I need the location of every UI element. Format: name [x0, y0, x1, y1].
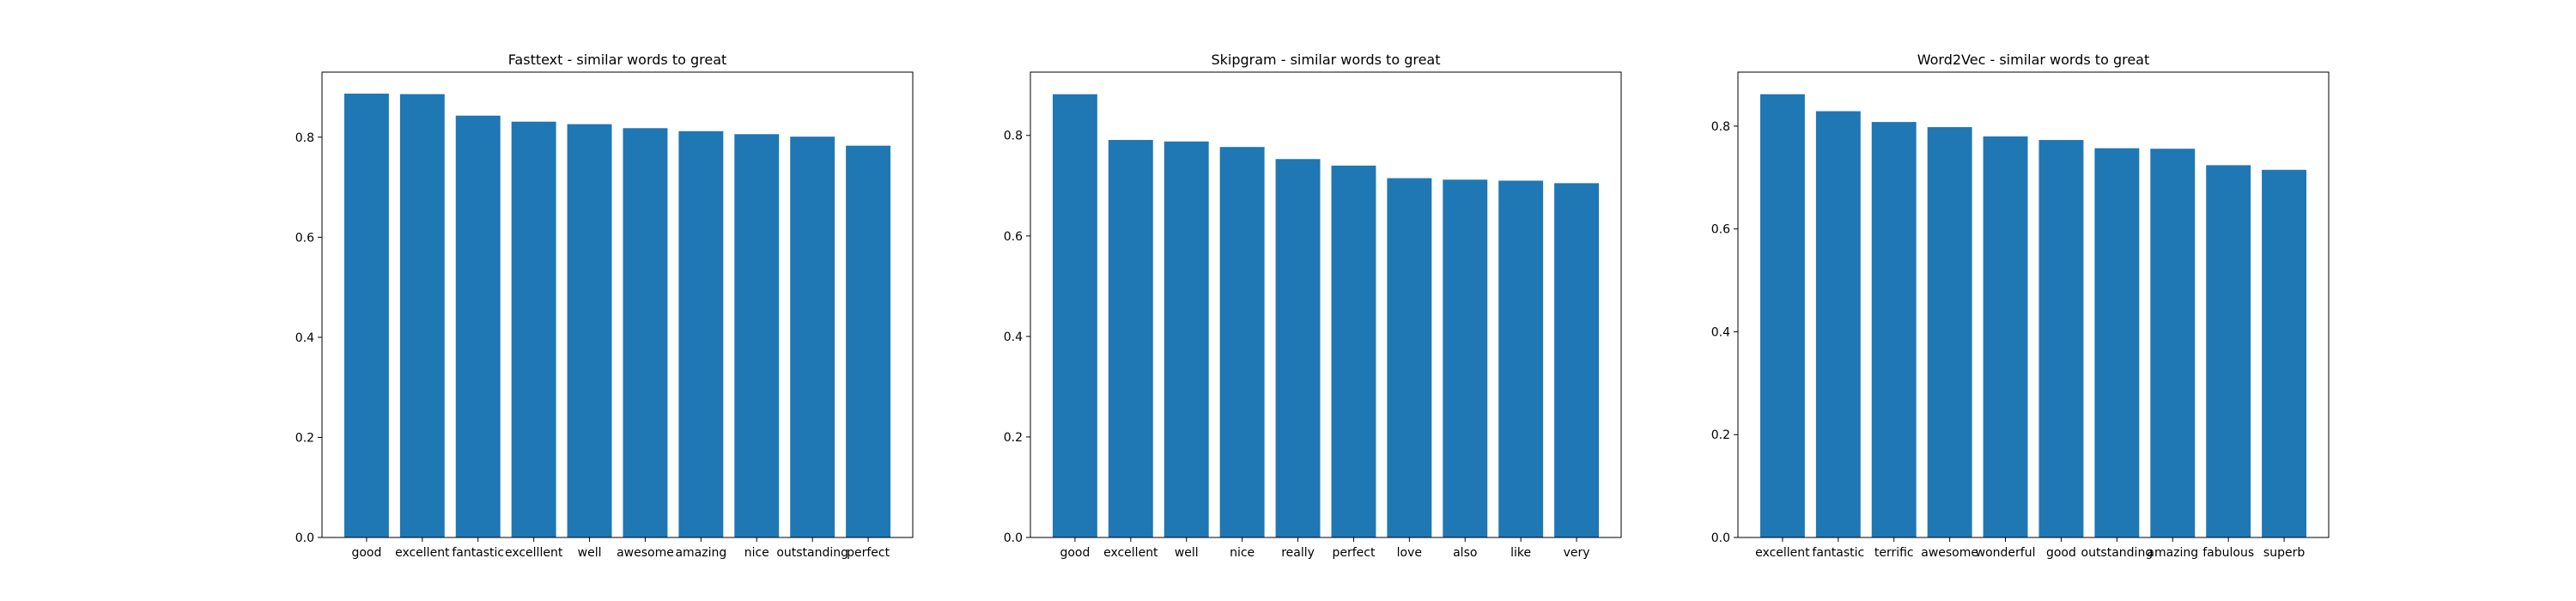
- bar-good: [2038, 140, 2084, 538]
- bar-wonderful: [1983, 136, 2028, 538]
- y-tick-label: 0.0: [295, 531, 314, 545]
- bar-outstanding: [2094, 148, 2140, 537]
- bar-awesome: [1927, 127, 1972, 537]
- x-tick-label: good: [351, 546, 381, 560]
- bar-perfect: [1331, 165, 1376, 537]
- x-tick-label: awesome: [617, 546, 674, 560]
- x-tick-label: fantastic: [1812, 546, 1864, 560]
- x-tick-label: superb: [2263, 546, 2305, 560]
- bar-terrific: [1871, 122, 1917, 537]
- bar-like: [1498, 180, 1544, 537]
- chart-title: Word2Vec - similar words to great: [1917, 52, 2150, 68]
- y-tick-label: 0.4: [1004, 331, 1023, 344]
- bar-well: [567, 124, 612, 538]
- x-tick-label: love: [1397, 546, 1422, 560]
- x-tick-label: amazing: [675, 546, 726, 560]
- y-tick-label: 0.6: [1004, 230, 1023, 244]
- y-tick-label: 0.2: [1711, 428, 1730, 442]
- bar-fantastic: [455, 115, 501, 537]
- axes-frame: [1737, 71, 2330, 538]
- bar-amazing: [678, 131, 724, 537]
- x-tick-label: nice: [744, 546, 769, 560]
- y-tick-label: 0.8: [1004, 130, 1023, 143]
- axes-frame: [1030, 71, 1622, 538]
- y-tick-label: 0.2: [1004, 431, 1023, 445]
- bar-outstanding: [790, 137, 835, 537]
- bar-amazing: [2150, 149, 2196, 538]
- x-tick-label: fabulous: [2202, 546, 2254, 560]
- y-tick-label: 0.6: [295, 231, 314, 245]
- bar-excellent: [1759, 94, 1805, 537]
- bar-nice: [734, 134, 780, 537]
- x-tick-label: perfect: [847, 546, 890, 560]
- x-tick-label: awesome: [1921, 546, 1978, 560]
- bar-also: [1443, 179, 1488, 537]
- chart-title: Fasttext - similar words to great: [508, 52, 727, 68]
- bar-perfect: [846, 145, 891, 538]
- bar-very: [1554, 183, 1600, 537]
- chart-2: good excellent well nice really perfect love al…: [1004, 52, 1622, 560]
- x-tick-label: good: [2046, 546, 2076, 560]
- chart-1: good excellent fantastic excelllent well awes…: [295, 52, 914, 560]
- bar-excelllent: [511, 121, 556, 537]
- chart-title: Skipgram - similar words to great: [1211, 52, 1440, 68]
- bar-good: [343, 94, 389, 537]
- bar-superb: [2262, 169, 2307, 538]
- x-tick-label: outstanding: [776, 546, 848, 560]
- y-tick-label: 0.8: [295, 131, 314, 145]
- bar-well: [1163, 141, 1209, 537]
- x-tick-label: excellent: [1103, 546, 1158, 560]
- bar-nice: [1219, 147, 1265, 537]
- bar-excellent: [399, 94, 445, 537]
- bar-fantastic: [1815, 111, 1861, 537]
- y-tick-label: 0.2: [295, 431, 314, 445]
- x-tick-label: excelllent: [505, 546, 563, 560]
- axes-frame: [321, 71, 914, 538]
- y-tick-label: 0.8: [1711, 120, 1730, 134]
- bar-love: [1387, 178, 1432, 537]
- x-tick-label: well: [578, 546, 602, 560]
- x-tick-label: wonderful: [1976, 546, 2036, 560]
- x-tick-label: terrific: [1874, 546, 1914, 560]
- bar-excellent: [1108, 140, 1153, 537]
- x-tick-label: really: [1281, 546, 1315, 560]
- x-tick-label: outstanding: [2081, 546, 2154, 560]
- x-tick-label: perfect: [1332, 546, 1375, 560]
- x-tick-label: well: [1175, 546, 1199, 560]
- x-tick-label: also: [1453, 546, 1477, 560]
- y-tick-label: 0.4: [295, 331, 314, 345]
- bar-good: [1052, 94, 1097, 537]
- y-tick-label: 0.0: [1004, 531, 1023, 545]
- y-tick-label: 0.0: [1711, 531, 1730, 545]
- y-tick-label: 0.4: [1711, 325, 1730, 339]
- bar-fabulous: [2206, 165, 2251, 537]
- chart-3: excellent fantastic terrific awesomewonderf…: [1711, 52, 2330, 560]
- x-tick-label: like: [1510, 546, 1531, 560]
- x-tick-label: nice: [1230, 546, 1255, 560]
- bar-really: [1275, 159, 1321, 537]
- x-tick-label: amazing: [2147, 546, 2198, 560]
- x-tick-label: fantastic: [452, 546, 504, 560]
- x-tick-label: very: [1564, 546, 1590, 560]
- x-tick-label: excellent: [1755, 546, 1810, 560]
- bar-awesome: [623, 128, 668, 537]
- y-tick-label: 0.6: [1711, 223, 1730, 237]
- x-tick-label: excellent: [395, 546, 450, 560]
- x-tick-label: good: [1060, 546, 1090, 560]
